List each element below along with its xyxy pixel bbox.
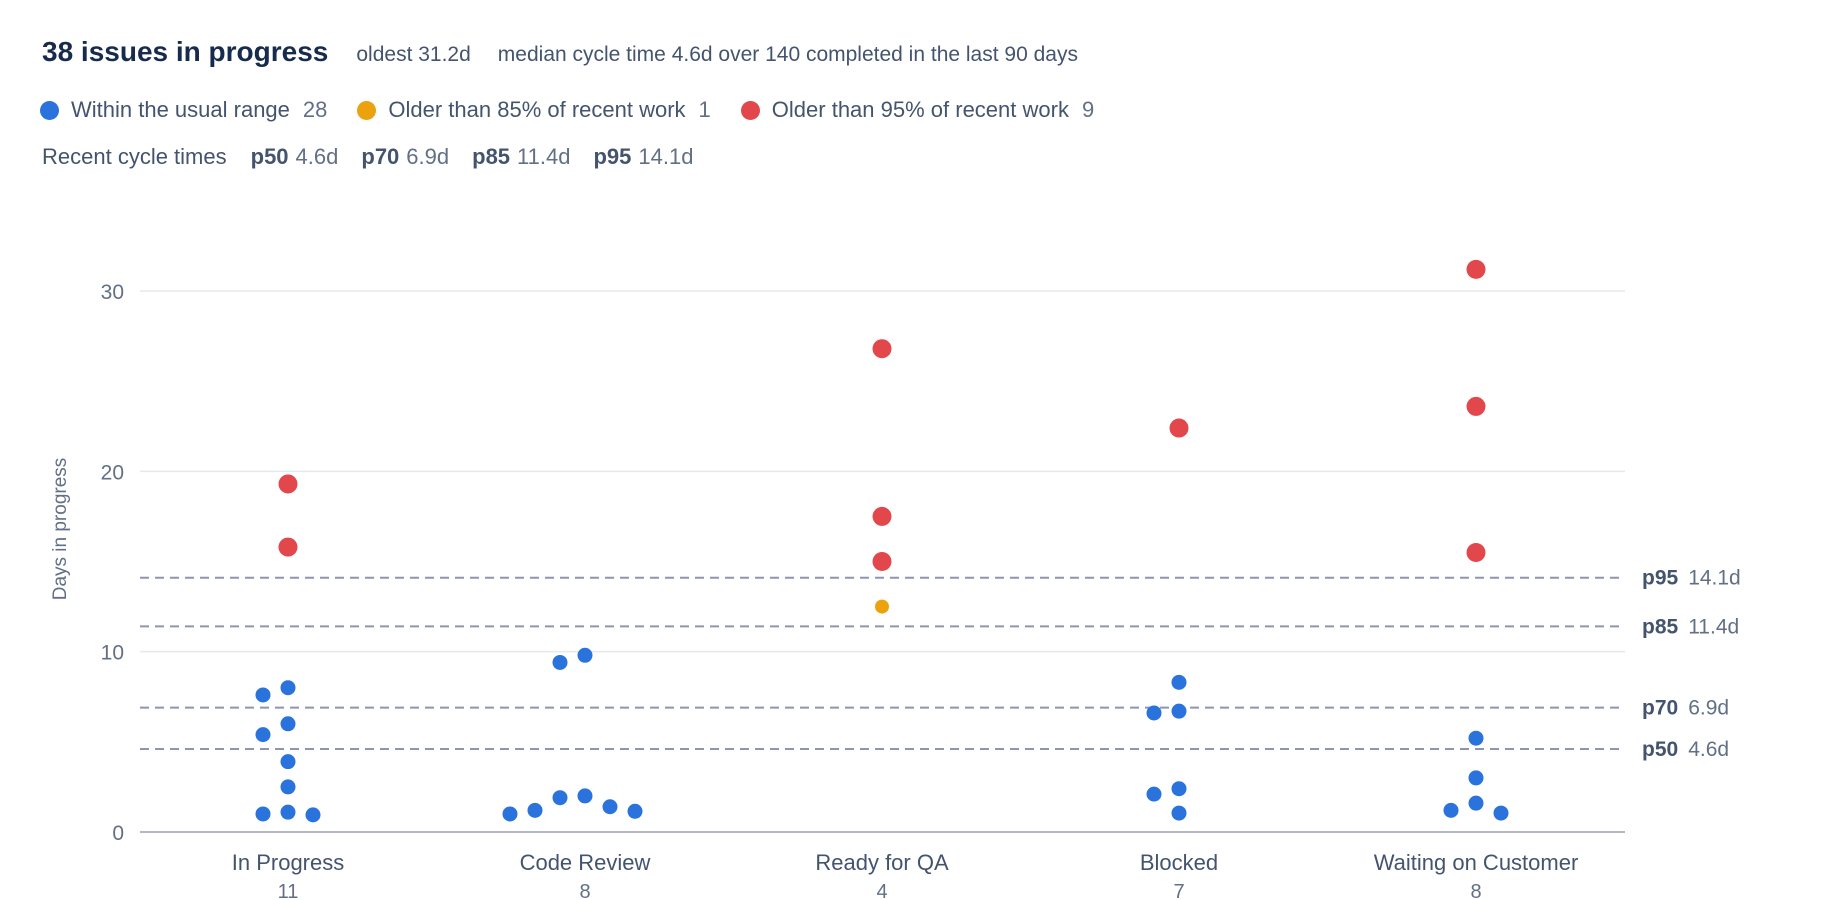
legend-count: 1: [698, 97, 711, 122]
issue-point-normal[interactable]: [280, 754, 296, 770]
issue-point-normal[interactable]: [255, 727, 271, 743]
issue-point-normal[interactable]: [1171, 674, 1187, 690]
issue-point-normal[interactable]: [552, 654, 568, 670]
y-tick-label: 30: [101, 281, 124, 304]
legend-item-warning[interactable]: Older than 85% of recent work 1: [357, 97, 711, 123]
legend-count: 28: [302, 97, 328, 122]
legend-item-normal[interactable]: Within the usual range 28: [40, 97, 327, 123]
issue-point-normal[interactable]: [527, 802, 543, 818]
issue-point-critical[interactable]: [1466, 396, 1486, 416]
page-title: 38 issues in progress: [42, 36, 329, 67]
y-axis-label: Days in progress: [50, 458, 71, 601]
x-category-count: 7: [1173, 881, 1184, 900]
issue-point-normal[interactable]: [280, 804, 296, 820]
x-category-label: In Progress: [232, 850, 345, 875]
issue-point-normal[interactable]: [1171, 703, 1187, 719]
issue-point-critical[interactable]: [1466, 259, 1486, 279]
x-category-label: Waiting on Customer: [1374, 850, 1579, 875]
legend-dot-icon: [40, 100, 59, 120]
axes: 0 10 20 30 Days in progress In Progress 11 Code…: [50, 281, 1625, 900]
x-category-count: 11: [278, 881, 299, 900]
percentile-p50: p50 4.6d: [251, 144, 339, 170]
issue-point-normal[interactable]: [280, 716, 296, 732]
issue-point-normal[interactable]: [1468, 770, 1484, 786]
x-category-label: Blocked: [1140, 850, 1218, 875]
percentile-summary: Recent cycle times p50 4.6d p70 6.9d p85 11…: [42, 144, 716, 170]
legend-dot-icon: [740, 100, 760, 120]
issue-point-normal[interactable]: [280, 779, 296, 795]
percentile-value: 14.1d: [638, 144, 694, 169]
percentile-key: p95: [593, 144, 632, 169]
reference-label-p70: p70 6.9d: [1642, 697, 1729, 720]
percentile-key: p50: [250, 144, 289, 169]
percentile-value: 11.4d: [517, 144, 571, 169]
summary-header: 38 issues in progress oldest 31.2d media…: [42, 36, 1105, 76]
issue-point-critical[interactable]: [1169, 418, 1189, 438]
issue-point-critical[interactable]: [1466, 542, 1486, 562]
oldest-stat: oldest 31.2d: [356, 43, 471, 66]
reference-label-p50: p50 4.6d: [1642, 738, 1729, 761]
issue-point-normal[interactable]: [1171, 805, 1187, 821]
issue-point-normal[interactable]: [1146, 786, 1162, 802]
legend-label: Within the usual range: [71, 97, 290, 122]
legend-count: 9: [1081, 97, 1095, 122]
percentile-key: p85: [472, 144, 511, 169]
issue-point-normal[interactable]: [552, 790, 568, 806]
x-category-label: Ready for QA: [815, 850, 949, 875]
issue-point-normal[interactable]: [1443, 802, 1459, 818]
x-category-count: 8: [579, 881, 590, 900]
issue-point-normal[interactable]: [1468, 795, 1484, 811]
median-stat: median cycle time 4.6d over 140 complete…: [497, 43, 1078, 66]
legend-item-critical[interactable]: Older than 95% of recent work 9: [740, 97, 1095, 123]
issue-point-critical[interactable]: [278, 474, 298, 494]
percentile-p95: p95 14.1d: [593, 144, 693, 170]
issue-point-normal[interactable]: [1468, 730, 1484, 746]
issue-point-normal[interactable]: [255, 806, 271, 822]
issue-point-critical[interactable]: [278, 537, 298, 557]
reference-label-p85: p85 11.4d: [1642, 615, 1739, 638]
issue-point-normal[interactable]: [502, 806, 518, 822]
percentile-p70: p70 6.9d: [361, 144, 449, 170]
issue-point-critical[interactable]: [872, 339, 892, 359]
percentile-reference-lines: p95 14.1d p85 11.4d p70 6.9d p50 4.6d: [140, 567, 1741, 761]
issue-point-normal[interactable]: [255, 687, 271, 703]
y-tick-label: 20: [101, 461, 124, 484]
legend-label: Older than 95% of recent work: [771, 97, 1069, 122]
issue-point-normal[interactable]: [602, 799, 618, 815]
issue-point-normal[interactable]: [280, 680, 296, 696]
percentile-value: 4.6d: [295, 144, 339, 169]
issue-points[interactable]: [255, 259, 1509, 823]
percentile-p85: p85 11.4d: [472, 144, 570, 170]
issue-point-normal[interactable]: [1146, 705, 1162, 721]
y-tick-label: 10: [101, 642, 124, 665]
issue-point-normal[interactable]: [627, 803, 643, 819]
x-category-label: Code Review: [520, 850, 651, 875]
x-category-count: 4: [876, 881, 887, 900]
issue-point-warning[interactable]: [875, 599, 889, 614]
issue-point-normal[interactable]: [577, 647, 593, 663]
issue-point-critical[interactable]: [872, 506, 892, 526]
grid-lines: [140, 290, 1625, 653]
percentile-value: 6.9d: [406, 144, 450, 169]
reference-label-p95: p95 14.1d: [1642, 567, 1741, 590]
y-tick-label: 0: [112, 822, 124, 845]
issue-point-normal[interactable]: [305, 807, 321, 823]
percentile-title: Recent cycle times: [42, 144, 227, 169]
issue-point-critical[interactable]: [872, 552, 892, 571]
issue-point-normal[interactable]: [1171, 781, 1187, 797]
legend-label: Older than 85% of recent work: [388, 97, 686, 122]
chart-legend: Within the usual range 28 Older than 85%…: [40, 97, 1124, 123]
issue-point-normal[interactable]: [1493, 805, 1509, 821]
x-category-count: 8: [1470, 881, 1481, 900]
percentile-key: p70: [361, 144, 400, 169]
issue-point-normal[interactable]: [577, 788, 593, 804]
legend-dot-icon: [357, 100, 377, 120]
